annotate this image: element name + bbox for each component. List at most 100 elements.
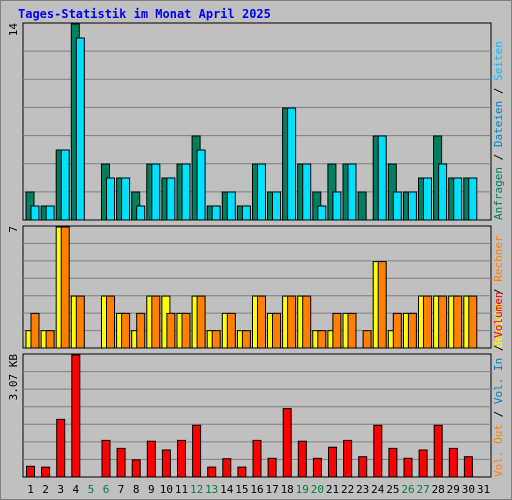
- x-tick-label: 29: [447, 483, 460, 496]
- bar-dateien-day-27: [423, 177, 432, 221]
- y-axis-max-mid: 7: [7, 226, 20, 233]
- y-axis-max-labels: 14 7 3.07 KB: [7, 23, 20, 401]
- bar-rechner-day-14: [226, 312, 236, 349]
- bar-rechner-day-8: [136, 312, 146, 349]
- bar-dateien-day-9: [151, 163, 161, 221]
- x-tick-label: 11: [175, 483, 188, 496]
- bar-dateien-day-10: [166, 177, 176, 221]
- bar-volumen-day-2: [41, 466, 51, 478]
- bar-dateien-day-22: [347, 163, 357, 221]
- bar-volumen-day-8: [131, 459, 141, 478]
- x-tick-label: 6: [103, 483, 110, 496]
- x-tick-label: 30: [462, 483, 475, 496]
- bar-volumen-day-19: [297, 440, 307, 478]
- x-tick-label: 7: [118, 483, 125, 496]
- bar-rechner-day-6: [106, 295, 115, 349]
- bar-rechner-day-4: [75, 295, 85, 349]
- bar-dateien-day-24: [377, 135, 387, 221]
- bar-dateien-day-19: [302, 163, 312, 221]
- bar-rechner-day-13: [211, 330, 221, 349]
- bar-volumen-day-29: [448, 447, 458, 478]
- x-tick-label: 12: [190, 483, 203, 496]
- x-tick-label: 19: [296, 483, 309, 496]
- bar-rechner-day-10: [166, 312, 176, 349]
- bar-dateien-day-28: [438, 163, 448, 221]
- legend-entry: Vol. In: [492, 358, 505, 404]
- x-tick-label: 8: [133, 483, 140, 496]
- x-tick-label: 17: [265, 483, 278, 496]
- bar-dateien-day-29: [453, 177, 463, 221]
- bar-volumen-day-1: [26, 465, 35, 478]
- bar-volumen-day-15: [237, 466, 247, 478]
- bar-dateien-day-11: [181, 163, 191, 221]
- bar-volumen-day-16: [252, 439, 262, 478]
- x-tick-label: 3: [57, 483, 64, 496]
- bar-volumen-day-14: [222, 458, 232, 478]
- bar-dateien-day-17: [272, 191, 281, 221]
- bar-dateien-day-26: [407, 191, 417, 221]
- bar-anfragen-day-23: [357, 191, 367, 221]
- bar-rechner-day-18: [287, 295, 297, 349]
- x-tick-label: 16: [250, 483, 263, 496]
- legend-entry: Volumen: [492, 292, 505, 338]
- bar-dateien-day-14: [226, 191, 236, 221]
- bar-dateien-day-15: [241, 205, 251, 221]
- bar-dateien-day-7: [121, 177, 131, 221]
- bar-dateien-day-6: [106, 177, 115, 221]
- chart-bars: [25, 23, 478, 478]
- bar-volumen-day-11: [177, 439, 186, 478]
- bar-volumen-day-24: [373, 424, 383, 478]
- x-tick-label: 26: [401, 483, 414, 496]
- x-axis-day-labels: 1 2 3 4 5 6 7 8 9 10 11 12 13 14 15 16 17 18 19 20 21 22 23 24 2…: [27, 483, 490, 496]
- bar-dateien-day-16: [257, 163, 266, 221]
- legend-mid: Besuche / Rechner: [492, 235, 505, 348]
- bar-dateien-day-21: [332, 191, 342, 221]
- bar-rechner-day-26: [407, 312, 417, 349]
- y-axis-max-top: 14: [7, 23, 20, 37]
- x-tick-label: 27: [416, 483, 429, 496]
- legend-entry: Seiten: [492, 41, 505, 81]
- bar-dateien-day-4: [75, 37, 85, 221]
- bar-volumen-day-25: [388, 447, 398, 478]
- x-tick-label: 28: [432, 483, 445, 496]
- bar-rechner-day-17: [272, 312, 281, 349]
- bar-rechner-day-24: [377, 261, 387, 349]
- x-tick-label: 4: [72, 483, 79, 496]
- bar-volumen-day-10: [161, 449, 171, 478]
- bar-volumen-day-28: [433, 424, 443, 478]
- bar-dateien-day-2: [45, 205, 55, 221]
- bar-rechner-day-7: [121, 312, 131, 349]
- x-tick-label: 1: [27, 483, 34, 496]
- bar-rechner-day-22: [347, 312, 357, 349]
- x-tick-label: 15: [235, 483, 248, 496]
- bar-rechner-day-20: [317, 330, 327, 349]
- legend-entry: Besuche: [492, 302, 505, 348]
- bar-rechner-day-30: [468, 295, 478, 349]
- bar-rechner-day-11: [181, 312, 191, 349]
- x-tick-label: 22: [341, 483, 354, 496]
- x-tick-label: 9: [148, 483, 155, 496]
- bar-volumen-day-26: [403, 457, 413, 478]
- bar-rechner-day-16: [257, 295, 266, 349]
- bar-rechner-day-29: [453, 295, 463, 349]
- bar-rechner-day-3: [60, 226, 70, 349]
- x-tick-label: 14: [220, 483, 234, 496]
- bar-volumen-day-20: [312, 457, 322, 478]
- bar-rechner-day-2: [45, 330, 55, 349]
- legend-separator: /: [492, 338, 505, 358]
- bar-volumen-day-13: [207, 466, 217, 478]
- bar-dateien-day-13: [211, 205, 221, 221]
- x-tick-label: 13: [205, 483, 218, 496]
- bar-rechner-day-28: [438, 295, 448, 349]
- bar-rechner-day-9: [151, 295, 161, 349]
- bar-volumen-day-9: [146, 440, 156, 478]
- bar-volumen-day-3: [56, 418, 66, 478]
- bar-rechner-day-1: [30, 312, 40, 349]
- bar-rechner-day-15: [241, 330, 251, 349]
- x-tick-label: 18: [281, 483, 294, 496]
- legend-entry: Dateien: [492, 101, 505, 147]
- bar-volumen-day-18: [282, 408, 292, 478]
- chart-title: Tages-Statistik im Monat April 2025: [18, 7, 271, 21]
- bar-volumen-day-17: [267, 457, 277, 478]
- legend-entry: Rechner: [492, 235, 505, 282]
